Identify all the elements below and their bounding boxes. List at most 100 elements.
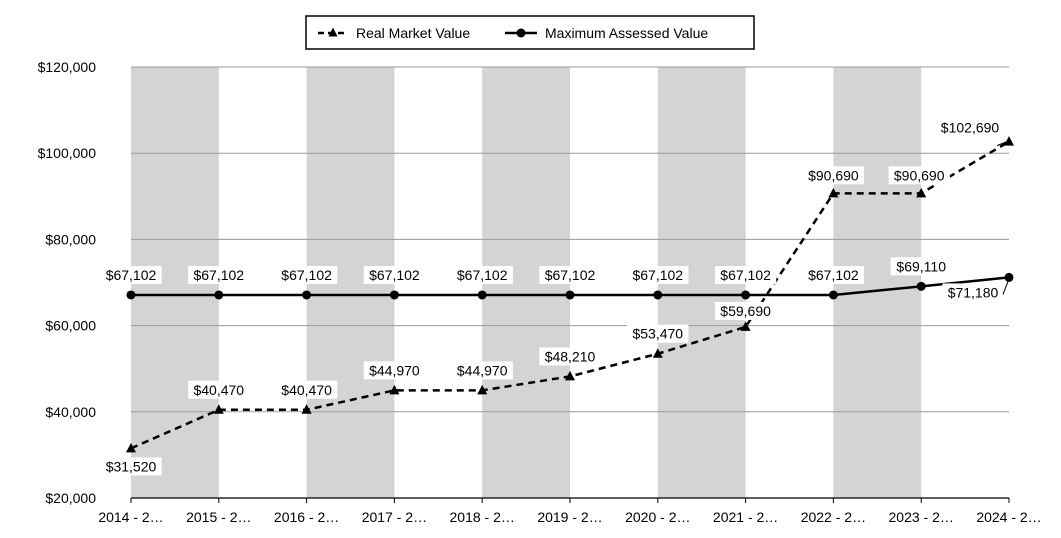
y-tick-label: $80,000 bbox=[45, 231, 96, 247]
point-max-assessed bbox=[565, 290, 575, 300]
point-max-assessed bbox=[916, 281, 926, 291]
point-max-assessed bbox=[389, 290, 399, 300]
data-label-text: $71,180 bbox=[948, 284, 999, 300]
data-label-max-assessed: $69,110 bbox=[890, 257, 952, 276]
data-label-real-market: $59,690 bbox=[714, 301, 777, 320]
point-max-assessed bbox=[1004, 272, 1014, 282]
x-tick-label: 2017 - 2… bbox=[362, 509, 427, 525]
legend-label-real-market: Real Market Value bbox=[356, 25, 470, 41]
data-label-max-assessed: $67,102 bbox=[802, 265, 865, 284]
data-label-bg bbox=[100, 457, 162, 476]
data-label-bg bbox=[890, 257, 952, 276]
data-label-text: $67,102 bbox=[808, 267, 859, 283]
point-real-market bbox=[301, 404, 312, 414]
x-tick-label: 2015 - 2… bbox=[186, 509, 251, 525]
legend-label-max-assessed: Maximum Assessed Value bbox=[545, 25, 708, 41]
point-max-assessed bbox=[214, 290, 224, 300]
data-label-max-assessed: $67,102 bbox=[714, 265, 777, 284]
data-label-bg bbox=[539, 265, 601, 284]
x-tick-label: 2024 - 2… bbox=[976, 509, 1041, 525]
leader-line bbox=[1002, 281, 1009, 295]
data-label-bg bbox=[275, 380, 338, 399]
data-label-bg bbox=[714, 265, 777, 284]
x-tick-label: 2014 - 2… bbox=[98, 509, 163, 525]
y-tick-label: $60,000 bbox=[45, 318, 96, 334]
y-tick-label: $40,000 bbox=[45, 404, 96, 420]
x-tick-label: 2019 - 2… bbox=[537, 509, 602, 525]
data-label-text: $59,690 bbox=[720, 303, 771, 319]
point-max-assessed bbox=[302, 290, 312, 300]
point-real-market bbox=[126, 442, 136, 453]
series-markers bbox=[126, 136, 1014, 453]
data-label-max-assessed: $67,102 bbox=[363, 265, 426, 284]
data-label-real-market: $102,690 bbox=[935, 118, 1005, 137]
alternating-bands bbox=[131, 67, 922, 498]
data-label-bg bbox=[451, 361, 513, 380]
point-real-market bbox=[213, 404, 224, 414]
x-tick-label: 2020 - 2… bbox=[625, 509, 690, 525]
y-tick-label: $20,000 bbox=[45, 490, 96, 506]
x-tick-label: 2018 - 2… bbox=[450, 509, 515, 525]
legend-marker-real-market bbox=[328, 27, 338, 37]
data-labels: $31,520 $40,470 $40,470 $44,970 $44,970 $48,2… bbox=[100, 118, 1009, 476]
point-real-market bbox=[916, 187, 927, 198]
legend-marker-max-assessed bbox=[516, 28, 526, 38]
data-label-bg bbox=[363, 265, 426, 284]
data-label-real-market: $40,470 bbox=[188, 380, 250, 399]
data-label-text: $69,110 bbox=[896, 258, 946, 274]
y-tick-label: $120,000 bbox=[38, 59, 97, 75]
data-label-bg bbox=[100, 265, 162, 284]
data-label-text: $67,102 bbox=[632, 267, 683, 283]
data-label-bg bbox=[888, 166, 950, 185]
point-real-market bbox=[389, 384, 400, 395]
data-label-text: $67,102 bbox=[720, 267, 771, 283]
data-label-text: $40,470 bbox=[281, 382, 332, 398]
data-label-real-market: $31,520 bbox=[100, 457, 162, 476]
x-tick-label: 2022 - 2… bbox=[801, 509, 866, 525]
data-label-text: $67,102 bbox=[193, 267, 244, 283]
data-label-max-assessed: $67,102 bbox=[539, 265, 601, 284]
data-label-max-assessed: $67,102 bbox=[188, 265, 250, 284]
data-label-bg bbox=[942, 283, 1004, 302]
data-label-text: $67,102 bbox=[281, 267, 332, 283]
point-max-assessed bbox=[741, 290, 751, 300]
point-real-market bbox=[828, 187, 839, 198]
data-label-bg bbox=[627, 265, 689, 284]
y-axis: $20,000 $40,000 $60,000 $80,000 $100,000 $120… bbox=[38, 59, 97, 506]
data-label-text: $44,970 bbox=[369, 362, 420, 378]
data-label-real-market: $40,470 bbox=[275, 380, 338, 399]
data-label-text: $48,210 bbox=[545, 348, 596, 364]
data-label-max-assessed: $67,102 bbox=[451, 265, 513, 284]
data-label-max-assessed: $67,102 bbox=[627, 265, 689, 284]
data-label-text: $31,520 bbox=[106, 458, 157, 474]
data-label-text: $67,102 bbox=[369, 267, 420, 283]
data-label-text: $67,102 bbox=[457, 267, 508, 283]
point-real-market bbox=[1004, 136, 1014, 146]
data-label-real-market: $44,970 bbox=[363, 361, 426, 380]
x-tick-label: 2016 - 2… bbox=[274, 509, 339, 525]
data-label-bg bbox=[451, 265, 513, 284]
data-label-bg bbox=[188, 265, 250, 284]
data-label-text: $53,470 bbox=[632, 326, 683, 342]
leader-line bbox=[996, 141, 1008, 147]
data-label-bg bbox=[802, 265, 865, 284]
legend-box bbox=[305, 15, 755, 50]
point-max-assessed bbox=[126, 290, 136, 300]
data-label-bg bbox=[714, 301, 777, 320]
data-label-text: $67,102 bbox=[106, 267, 157, 283]
data-label-real-market: $90,690 bbox=[802, 166, 865, 185]
x-tick-label: 2023 - 2… bbox=[889, 509, 954, 525]
data-label-real-market: $53,470 bbox=[627, 324, 689, 343]
data-label-text: $90,690 bbox=[894, 167, 945, 183]
data-label-real-market: $48,210 bbox=[539, 347, 601, 366]
point-max-assessed bbox=[477, 290, 487, 300]
data-label-bg bbox=[627, 324, 689, 343]
data-label-bg bbox=[935, 118, 1005, 137]
point-real-market bbox=[565, 370, 575, 381]
data-label-bg bbox=[275, 265, 338, 284]
gridlines bbox=[131, 66, 1009, 413]
data-label-text: $44,970 bbox=[457, 362, 508, 378]
data-label-bg bbox=[363, 361, 426, 380]
data-label-max-assessed: $71,180 bbox=[942, 283, 1004, 302]
